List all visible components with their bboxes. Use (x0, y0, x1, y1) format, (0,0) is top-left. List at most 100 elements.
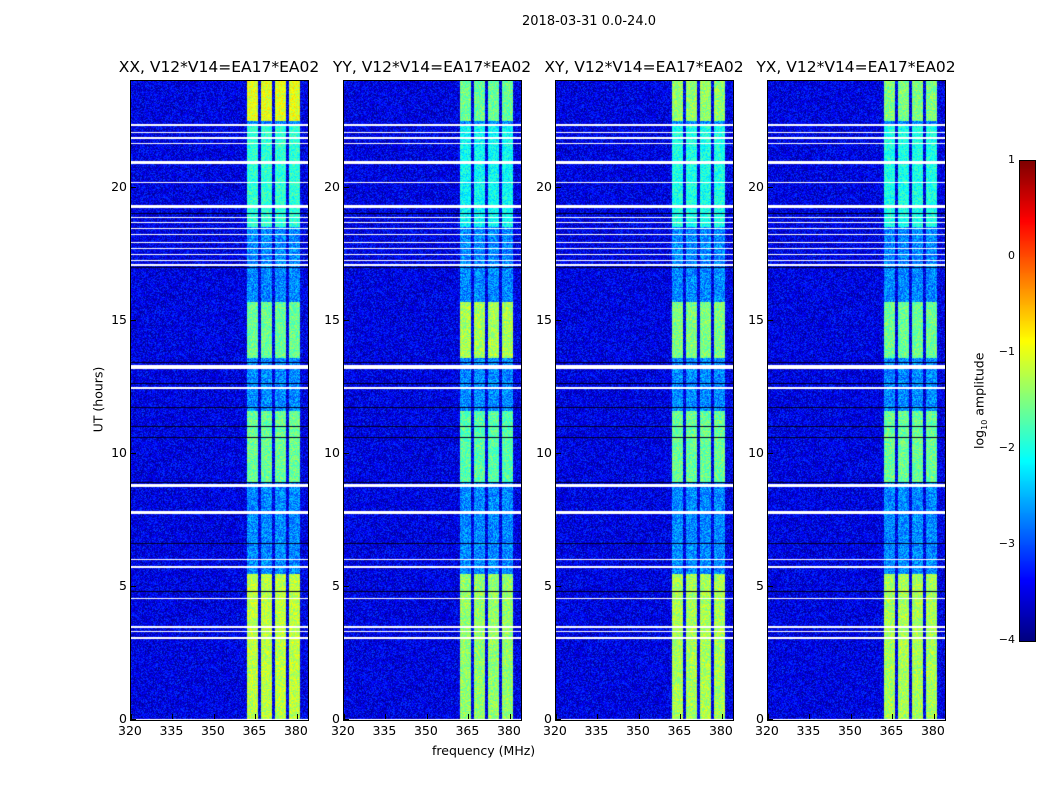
y-tick-mark (556, 719, 561, 720)
panel-title-2: XY, V12*V14=EA17*EA02 (544, 58, 744, 76)
x-tick-mark (131, 714, 132, 719)
spectrogram-panel-1 (343, 80, 522, 721)
y-tick-mark (344, 186, 349, 188)
spectrogram-panel-0 (130, 80, 309, 721)
x-tick-mark (721, 714, 723, 719)
y-tick-mark (131, 319, 136, 321)
colorbar-tick-label: 1 (1008, 153, 1015, 166)
colorbar-label-suffix: amplitude (971, 352, 987, 420)
y-tick-label: 10 (748, 444, 764, 460)
x-tick-mark (680, 714, 682, 719)
y-tick-mark (768, 319, 773, 321)
y-tick-label: 20 (111, 178, 127, 194)
x-tick-label: 365 (242, 723, 267, 738)
x-tick-label: 380 (496, 723, 521, 738)
colorbar-label: log10 amplitude (971, 341, 989, 461)
x-tick-label: 365 (667, 723, 692, 738)
x-tick-mark (468, 714, 470, 719)
y-tick-mark (131, 585, 136, 587)
y-tick-mark (768, 452, 773, 454)
y-tick-mark (768, 186, 773, 188)
spectrogram-heatmap (344, 81, 521, 720)
y-tick-label: 5 (332, 577, 340, 593)
x-tick-label: 350 (837, 723, 862, 738)
x-tick-label: 320 (543, 723, 567, 738)
x-tick-mark (933, 714, 935, 719)
x-tick-label: 320 (331, 723, 355, 738)
colorbar-tick-label: 0 (1008, 249, 1015, 262)
x-tick-mark (509, 714, 511, 719)
x-tick-label: 335 (159, 723, 184, 738)
y-tick-label: 10 (324, 444, 340, 460)
y-tick-mark (768, 719, 773, 720)
spectrogram-panel-3 (767, 80, 946, 721)
x-tick-label: 335 (796, 723, 821, 738)
x-tick-mark (385, 714, 387, 719)
y-tick-label: 0 (544, 711, 552, 726)
x-tick-label: 320 (118, 723, 142, 738)
x-tick-mark (426, 714, 428, 719)
y-tick-mark (344, 719, 349, 720)
panel-title-1: YY, V12*V14=EA17*EA02 (332, 58, 532, 76)
y-tick-label: 5 (756, 577, 764, 593)
x-tick-label: 335 (584, 723, 609, 738)
y-axis-label: UT (hours) (90, 366, 106, 433)
y-tick-label: 15 (748, 311, 764, 327)
y-tick-mark (131, 719, 136, 720)
colorbar (1019, 160, 1036, 642)
x-tick-label: 350 (413, 723, 438, 738)
y-tick-label: 20 (748, 178, 764, 194)
y-tick-mark (344, 452, 349, 454)
y-tick-label: 20 (536, 178, 552, 194)
spectrogram-heatmap (131, 81, 308, 720)
panel-title-3: YX, V12*V14=EA17*EA02 (756, 58, 956, 76)
y-tick-mark (556, 452, 561, 454)
y-tick-mark (344, 319, 349, 321)
colorbar-label-log: log (971, 429, 987, 449)
x-tick-label: 350 (625, 723, 650, 738)
colorbar-tick-label: −1 (998, 345, 1015, 358)
x-tick-mark (255, 714, 257, 719)
y-tick-label: 15 (111, 311, 127, 327)
y-tick-mark (556, 319, 561, 321)
x-tick-mark (809, 714, 811, 719)
y-tick-label: 15 (536, 311, 552, 327)
x-tick-label: 335 (372, 723, 397, 738)
y-tick-mark (556, 585, 561, 587)
colorbar-tick-label: −3 (998, 537, 1015, 550)
x-tick-mark (597, 714, 599, 719)
x-tick-label: 365 (455, 723, 480, 738)
spectrogram-panel-2 (555, 80, 734, 721)
y-tick-mark (344, 585, 349, 587)
x-tick-mark (213, 714, 215, 719)
y-tick-mark (131, 452, 136, 454)
x-tick-mark (768, 714, 769, 719)
colorbar-tick-label: −2 (998, 441, 1015, 454)
x-tick-label: 365 (879, 723, 904, 738)
x-tick-mark (850, 714, 852, 719)
y-tick-label: 5 (544, 577, 552, 593)
x-tick-label: 380 (920, 723, 945, 738)
x-tick-label: 380 (708, 723, 733, 738)
x-tick-mark (556, 714, 557, 719)
x-tick-mark (296, 714, 298, 719)
x-tick-mark (344, 714, 345, 719)
panel-title-0: XX, V12*V14=EA17*EA02 (118, 58, 320, 76)
y-tick-label: 0 (332, 711, 340, 726)
x-axis-label: frequency (MHz) (432, 743, 536, 758)
x-tick-mark (892, 714, 894, 719)
x-tick-mark (638, 714, 640, 719)
y-tick-label: 0 (119, 711, 127, 726)
y-tick-label: 10 (111, 444, 127, 460)
y-tick-mark (131, 186, 136, 188)
figure-suptitle: 2018-03-31 0.0-24.0 (522, 14, 656, 29)
y-tick-mark (768, 585, 773, 587)
spectrogram-heatmap (556, 81, 733, 720)
x-tick-label: 380 (283, 723, 308, 738)
y-tick-label: 15 (324, 311, 340, 327)
x-tick-mark (172, 714, 174, 719)
x-tick-label: 350 (200, 723, 225, 738)
y-tick-label: 10 (536, 444, 552, 460)
colorbar-label-sub: 10 (979, 419, 989, 430)
